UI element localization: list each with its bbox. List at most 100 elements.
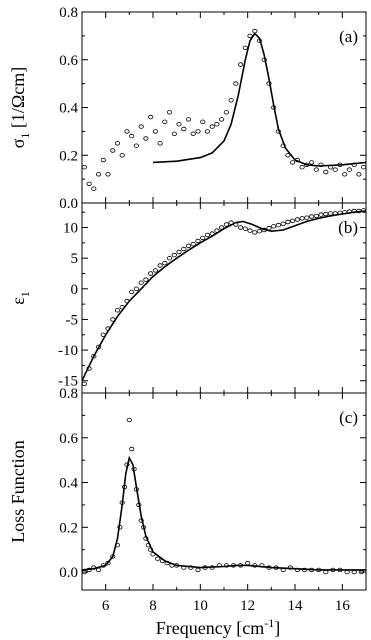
data-point [289, 218, 296, 223]
data-point [280, 221, 286, 226]
plot-frame [81, 11, 367, 204]
y-tick-label: 0.4 [59, 476, 78, 492]
panel-label: (b) [338, 218, 358, 237]
y-tick-label: 0.6 [59, 431, 78, 447]
data-point [346, 167, 352, 172]
data-point [129, 133, 135, 139]
data-point [318, 212, 324, 217]
y-tick-label: -15 [58, 374, 78, 390]
data-point [313, 167, 319, 172]
data-point [82, 165, 87, 170]
data-point [86, 181, 92, 187]
panel-label: (a) [339, 27, 358, 46]
y-tick-label: 0.2 [59, 520, 78, 536]
data-point [299, 216, 305, 221]
data-point [110, 148, 116, 153]
y-tick-label: 0.2 [59, 148, 78, 164]
data-point [152, 129, 158, 134]
data-point [148, 114, 154, 120]
data-point [323, 569, 329, 575]
x-axis-label: Frequency [cm-1] [156, 616, 280, 638]
data-point [252, 230, 258, 235]
data-point [157, 141, 163, 146]
data-point [176, 121, 182, 127]
data-point [238, 62, 244, 67]
data-point [323, 169, 329, 175]
y-axis-label: Loss Function [8, 440, 28, 543]
y-tick-label: 0 [71, 282, 79, 298]
fit-line [82, 210, 366, 382]
data-point [308, 214, 315, 219]
data-point [167, 256, 173, 261]
data-point [247, 33, 253, 39]
y-tick-label: 0.4 [59, 101, 78, 117]
data-point [195, 238, 201, 244]
data-point [167, 110, 173, 115]
y-tick-label: 10 [63, 221, 78, 237]
data-point [238, 225, 244, 230]
data-point [133, 286, 139, 291]
data-point [313, 213, 319, 219]
data-point [91, 186, 97, 191]
data-point [356, 172, 362, 177]
data-point [171, 252, 177, 258]
data-point [332, 167, 338, 172]
data-point [204, 129, 210, 134]
data-point [155, 556, 161, 561]
data-point [96, 567, 102, 573]
data-point [323, 211, 329, 217]
fit-line [152, 32, 366, 167]
x-tick-label: 14 [288, 598, 304, 614]
y-tick-label: 0.0 [59, 196, 78, 212]
data-point [162, 260, 168, 266]
y-tick-label: -10 [58, 343, 78, 359]
y-tick-label: -5 [66, 312, 79, 328]
data-point [190, 131, 196, 136]
data-point [200, 235, 206, 241]
x-tick-label: 10 [193, 598, 208, 614]
x-tick-label: 6 [102, 598, 110, 614]
data-point [143, 136, 149, 141]
y-tick-label: 0.6 [59, 53, 78, 69]
data-point [271, 224, 277, 229]
data-point [185, 117, 192, 122]
data-point [119, 153, 125, 158]
data-point [114, 308, 121, 313]
data-point [361, 165, 366, 170]
data-point [304, 215, 310, 220]
data-point [200, 119, 206, 124]
panel-label: (c) [339, 408, 358, 427]
y-tick-label: 0.0 [59, 565, 78, 581]
data-point [256, 228, 263, 234]
data-point [195, 129, 201, 134]
panel-3: 0.0 0.2 0.4 0.6 0.8 (c) Loss Function [8, 386, 367, 591]
data-point [138, 280, 144, 285]
x-tick-label: 16 [335, 598, 351, 614]
data-point [228, 98, 234, 103]
data-point [299, 164, 305, 170]
data-point [344, 569, 350, 575]
data-point [124, 129, 130, 134]
data-point [308, 160, 315, 165]
data-point [181, 246, 187, 252]
panels: 0.0 0.2 0.4 0.6 0.8 (a) σ1 [1/Ωcm] -15 -10 -5 0 5 10… [8, 5, 367, 614]
data-point [214, 121, 220, 127]
data-point [245, 560, 251, 566]
data-point [157, 263, 163, 268]
y-tick-label: 5 [71, 251, 79, 267]
data-point [148, 271, 154, 276]
data-point [176, 249, 182, 255]
data-point [233, 81, 239, 86]
panel-2: -15 -10 -5 0 5 10 (b) ε1 [8, 202, 367, 394]
data-point [162, 119, 168, 124]
data-point [242, 226, 248, 231]
panel-1: 0.0 0.2 0.4 0.6 0.8 (a) σ1 [1/Ωcm] [8, 5, 367, 212]
data-layer [82, 208, 366, 386]
y-tick-label: 0.8 [59, 386, 78, 402]
data-point [285, 219, 291, 225]
data-point [289, 160, 296, 165]
data-point [223, 222, 229, 227]
data-point [275, 222, 281, 228]
data-point [171, 131, 177, 136]
